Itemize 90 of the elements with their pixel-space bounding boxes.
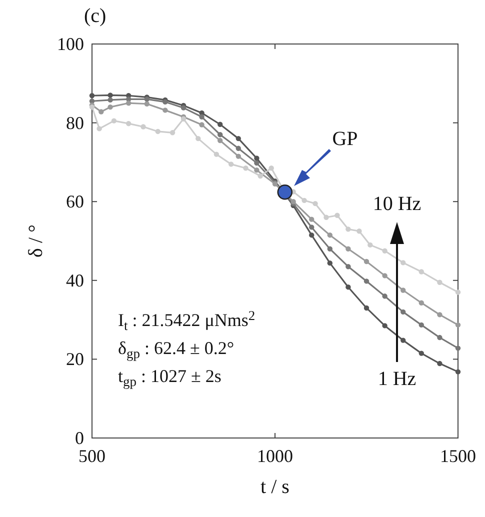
point bbox=[162, 108, 168, 113]
annotation: 10 Hz bbox=[372, 193, 422, 215]
point bbox=[214, 152, 220, 157]
point bbox=[170, 130, 176, 136]
y-tick-label: 80 bbox=[66, 112, 84, 133]
point bbox=[108, 92, 113, 98]
annotation: GP bbox=[332, 128, 358, 150]
point bbox=[254, 156, 260, 161]
point bbox=[400, 309, 406, 315]
y-axis-title: δ / ° bbox=[25, 224, 47, 258]
annotation: t$_{gp}$ : 1027 ± 2s bbox=[118, 366, 222, 390]
point bbox=[302, 198, 307, 204]
y-tick-label: 60 bbox=[66, 192, 84, 212]
point bbox=[400, 338, 406, 343]
point bbox=[356, 228, 362, 234]
point bbox=[243, 166, 248, 171]
point bbox=[327, 232, 332, 238]
annotation: I$_{t}$ : 21.5422 μNms$^{2}$ bbox=[118, 308, 256, 334]
point bbox=[346, 226, 351, 232]
point bbox=[437, 360, 442, 366]
point bbox=[126, 120, 132, 126]
point bbox=[364, 305, 370, 311]
point bbox=[140, 124, 146, 130]
point bbox=[334, 212, 340, 218]
point bbox=[155, 128, 160, 134]
point bbox=[455, 346, 461, 351]
point bbox=[382, 323, 388, 328]
point bbox=[180, 105, 186, 110]
point bbox=[368, 242, 373, 248]
point bbox=[382, 294, 388, 299]
point bbox=[236, 154, 241, 159]
point bbox=[346, 264, 351, 270]
point bbox=[258, 173, 263, 179]
point bbox=[418, 269, 424, 274]
point bbox=[111, 118, 117, 124]
point bbox=[199, 122, 204, 128]
point bbox=[327, 260, 332, 266]
point bbox=[346, 284, 351, 290]
annotation: 1 Hz bbox=[378, 368, 416, 390]
point bbox=[236, 146, 241, 152]
point bbox=[437, 334, 442, 340]
point bbox=[418, 350, 424, 356]
point bbox=[364, 278, 370, 284]
y-tick-label: 100 bbox=[57, 34, 84, 54]
point bbox=[98, 109, 104, 114]
point bbox=[382, 248, 388, 254]
point bbox=[218, 122, 223, 127]
point bbox=[327, 246, 332, 252]
point bbox=[382, 273, 388, 278]
point bbox=[309, 216, 314, 222]
y-tick-label: 0 bbox=[75, 428, 84, 448]
point bbox=[89, 93, 95, 98]
point bbox=[312, 200, 318, 206]
point bbox=[309, 232, 314, 238]
point bbox=[400, 260, 406, 266]
y-tick-label: 20 bbox=[66, 349, 84, 370]
point bbox=[324, 214, 329, 220]
point bbox=[218, 138, 223, 144]
point bbox=[455, 369, 461, 374]
point bbox=[218, 132, 223, 138]
x-tick-label: 1000 bbox=[257, 446, 293, 466]
chart-title: (c) bbox=[84, 5, 106, 27]
point bbox=[455, 290, 461, 295]
point bbox=[364, 258, 370, 264]
point bbox=[418, 322, 424, 328]
y-tick-label: 40 bbox=[66, 270, 84, 290]
point bbox=[236, 136, 241, 142]
point bbox=[455, 322, 461, 328]
point bbox=[437, 312, 442, 318]
point bbox=[108, 104, 113, 110]
x-tick-label: 1500 bbox=[440, 446, 476, 466]
point bbox=[437, 280, 442, 285]
x-tick-label: 500 bbox=[78, 446, 106, 466]
annotation: δ$_{gp}$ : 62.4 ± 0.2° bbox=[118, 338, 234, 362]
point bbox=[254, 167, 260, 173]
point bbox=[199, 114, 204, 120]
point bbox=[346, 246, 351, 252]
x-axis-title: t / s bbox=[260, 476, 290, 498]
point bbox=[400, 288, 406, 293]
point bbox=[96, 126, 102, 132]
point bbox=[144, 101, 150, 106]
point bbox=[309, 224, 314, 230]
point bbox=[196, 136, 201, 142]
point bbox=[228, 162, 234, 167]
point bbox=[126, 100, 132, 106]
point bbox=[418, 300, 424, 306]
point bbox=[108, 97, 113, 103]
point bbox=[277, 184, 293, 200]
point bbox=[268, 166, 274, 171]
point bbox=[254, 160, 260, 166]
